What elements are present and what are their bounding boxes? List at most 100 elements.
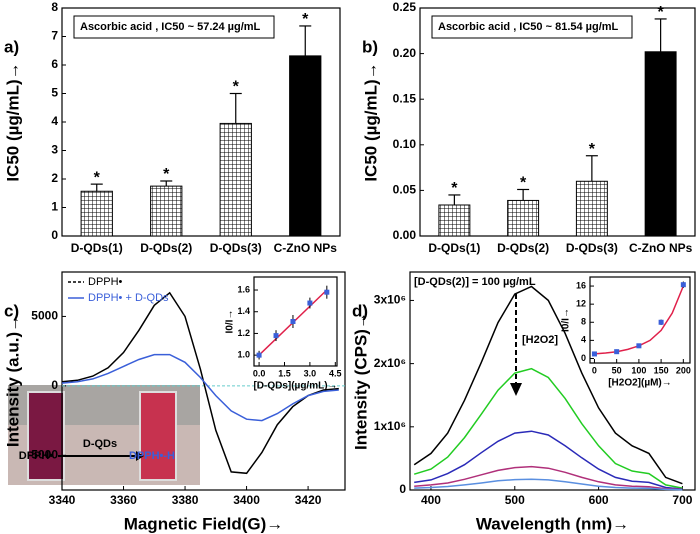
panel-label: c) bbox=[4, 301, 19, 320]
y-axis-label: I0/I→ bbox=[225, 310, 236, 334]
y-tick-label: 8 bbox=[581, 317, 586, 327]
legend-label: DPPH• + D-QDs bbox=[88, 292, 169, 304]
x-tick-label: 1.5 bbox=[278, 368, 291, 378]
data-point bbox=[256, 352, 262, 358]
x-tick-label: 3340 bbox=[49, 493, 76, 507]
y-tick-label: 0.05 bbox=[393, 183, 417, 197]
bar bbox=[575, 180, 608, 237]
spectrum-line bbox=[413, 285, 683, 485]
photo-label: D-QDs bbox=[83, 438, 117, 450]
x-tick-label: 600 bbox=[589, 493, 609, 507]
significance-star: * bbox=[233, 79, 240, 96]
x-tick-label: 700 bbox=[672, 493, 692, 507]
plot-frame bbox=[253, 276, 338, 367]
x-tick-label: 4.5 bbox=[329, 368, 342, 378]
y-tick-label: 0 bbox=[51, 228, 58, 242]
bar bbox=[219, 122, 252, 237]
x-tick-label: 500 bbox=[505, 493, 525, 507]
y-tick-label: 1.4 bbox=[237, 306, 250, 316]
annotation-box bbox=[73, 15, 275, 39]
y-tick-label: 5000 bbox=[31, 309, 58, 323]
x-tick-label: 150 bbox=[654, 365, 669, 375]
photo-label: DPPH•-H bbox=[129, 450, 175, 462]
y-tick-label: 16 bbox=[576, 280, 586, 290]
y-tick-label: 5 bbox=[51, 86, 58, 100]
x-tick-label: D-QDs(3) bbox=[566, 241, 618, 255]
data-point bbox=[680, 282, 686, 288]
significance-star: * bbox=[94, 169, 101, 186]
significance-star: * bbox=[163, 166, 170, 183]
x-axis-label: [D-QDs](µg/mL)→ bbox=[253, 381, 337, 392]
photo-label: DPPH• bbox=[19, 450, 54, 462]
y-tick-label: 6 bbox=[51, 57, 58, 71]
x-tick-label: 0.0 bbox=[253, 368, 266, 378]
x-tick-label: 3420 bbox=[295, 493, 322, 507]
panel-label: a) bbox=[4, 37, 19, 56]
data-point bbox=[290, 319, 296, 324]
y-tick-label: 0.10 bbox=[393, 137, 417, 151]
x-tick-label: C-ZnO NPs bbox=[629, 241, 693, 255]
arrow-label: [H2O2] bbox=[522, 334, 558, 346]
bar bbox=[644, 51, 677, 237]
photo-inset bbox=[8, 385, 200, 485]
y-tick-label: 1x10⁶ bbox=[374, 419, 406, 433]
y-tick-label: 0 bbox=[51, 378, 58, 392]
y-axis-label: I0/I→ bbox=[561, 308, 572, 332]
plot-frame bbox=[409, 271, 696, 491]
x-tick-label: 3360 bbox=[110, 493, 137, 507]
spectrum-line bbox=[414, 478, 683, 491]
y-tick-label: 1.6 bbox=[237, 284, 250, 294]
y-axis-label: IC50 (µg/mL)→ bbox=[3, 62, 22, 181]
y-tick-label: 1 bbox=[51, 200, 58, 214]
y-axis-label: IC50 (µg/mL)→ bbox=[361, 62, 380, 181]
annotation: [D-QDs(2)] = 100 µg/mL bbox=[414, 276, 536, 288]
data-point bbox=[591, 351, 597, 357]
x-tick-label: 0 bbox=[592, 365, 597, 375]
spectrum-line bbox=[414, 465, 683, 491]
panel-label: b) bbox=[362, 37, 378, 56]
data-point bbox=[273, 333, 279, 339]
y-tick-label: 3 bbox=[51, 143, 58, 157]
data-point bbox=[636, 343, 642, 349]
x-tick-label: 50 bbox=[612, 365, 622, 375]
x-tick-label: D-QDs(2) bbox=[497, 241, 549, 255]
y-tick-label: 0.00 bbox=[393, 228, 417, 242]
spectrum-line bbox=[61, 291, 339, 475]
data-point bbox=[324, 289, 330, 295]
x-tick-label: D-QDs(2) bbox=[140, 241, 192, 255]
bar bbox=[507, 199, 540, 237]
data-point bbox=[307, 300, 313, 306]
x-axis-label: Wavelength (nm)→ bbox=[476, 514, 629, 533]
annotation: Ascorbic acid , IC50 ~ 57.24 µg/mL bbox=[80, 21, 261, 33]
x-tick-label: D-QDs(3) bbox=[210, 241, 262, 255]
y-axis-label: Intensity (a.u.)→ bbox=[3, 315, 22, 447]
y-tick-label: 4 bbox=[581, 335, 586, 345]
y-tick-label: 12 bbox=[576, 299, 586, 309]
significance-star: * bbox=[520, 175, 527, 192]
y-axis-label: Intensity (CPS)→ bbox=[351, 312, 370, 450]
y-tick-label: 7 bbox=[51, 29, 58, 43]
bar bbox=[438, 204, 471, 237]
x-tick-label: 400 bbox=[421, 493, 441, 507]
x-tick-label: 3380 bbox=[172, 493, 199, 507]
x-tick-label: D-QDs(1) bbox=[428, 241, 480, 255]
spectrum-line bbox=[413, 367, 683, 489]
bar bbox=[80, 190, 113, 237]
significance-star: * bbox=[658, 4, 665, 21]
legend-label: DPPH• bbox=[88, 276, 123, 288]
x-tick-label: 200 bbox=[676, 365, 691, 375]
x-axis-label: [H2O2](µM)→ bbox=[608, 378, 672, 389]
bar bbox=[150, 185, 183, 237]
annotation-box bbox=[431, 15, 633, 39]
y-tick-label: 2x10⁶ bbox=[374, 356, 406, 370]
y-tick-label: 0.15 bbox=[393, 91, 417, 105]
x-tick-label: D-QDs(1) bbox=[71, 241, 123, 255]
y-tick-label: 0 bbox=[399, 482, 406, 496]
x-tick-label: 3400 bbox=[233, 493, 260, 507]
panel-label: d) bbox=[352, 301, 368, 320]
plot-frame bbox=[589, 276, 691, 364]
y-tick-label: 2 bbox=[51, 171, 58, 185]
x-tick-label: 100 bbox=[631, 365, 646, 375]
y-tick-label: 0.25 bbox=[393, 0, 417, 14]
